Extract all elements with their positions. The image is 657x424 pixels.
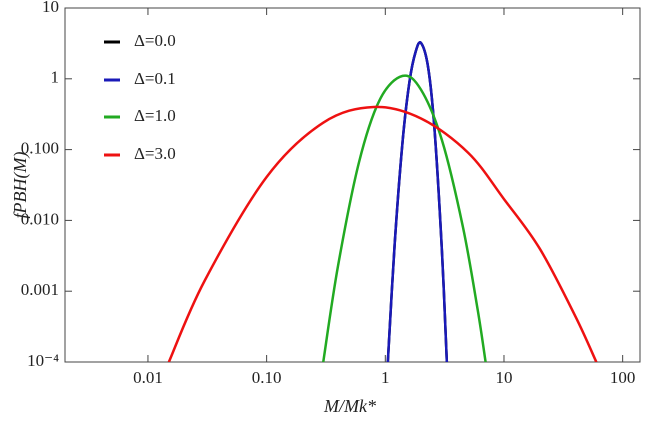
y-tick-label: 0.010 bbox=[21, 209, 59, 228]
legend-label: Δ=0.0 bbox=[134, 31, 176, 50]
y-axis-label: fPBH(M) bbox=[10, 152, 31, 219]
x-axis-label: M/Mk* bbox=[323, 396, 376, 416]
x-tick-label: 1 bbox=[381, 368, 390, 387]
x-tick-label: 0.10 bbox=[252, 368, 282, 387]
legend-label: Δ=3.0 bbox=[134, 144, 176, 163]
y-tick-label: 10⁻⁴ bbox=[27, 351, 59, 370]
y-tick-label: 10 bbox=[42, 0, 59, 16]
x-tick-label: 100 bbox=[610, 368, 636, 387]
line bbox=[386, 41, 449, 362]
line bbox=[322, 74, 487, 362]
x-tick-label: 10 bbox=[495, 368, 512, 387]
plot-frame bbox=[64, 7, 641, 363]
y-tick-label: 0.100 bbox=[21, 139, 59, 158]
legend-label: Δ=1.0 bbox=[134, 106, 176, 125]
x-tick-label: 0.01 bbox=[133, 368, 163, 387]
y-tick-label: 1 bbox=[51, 68, 60, 87]
legend-label: Δ=0.1 bbox=[134, 69, 176, 88]
line bbox=[167, 105, 598, 362]
y-tick-label: 0.001 bbox=[21, 280, 59, 299]
